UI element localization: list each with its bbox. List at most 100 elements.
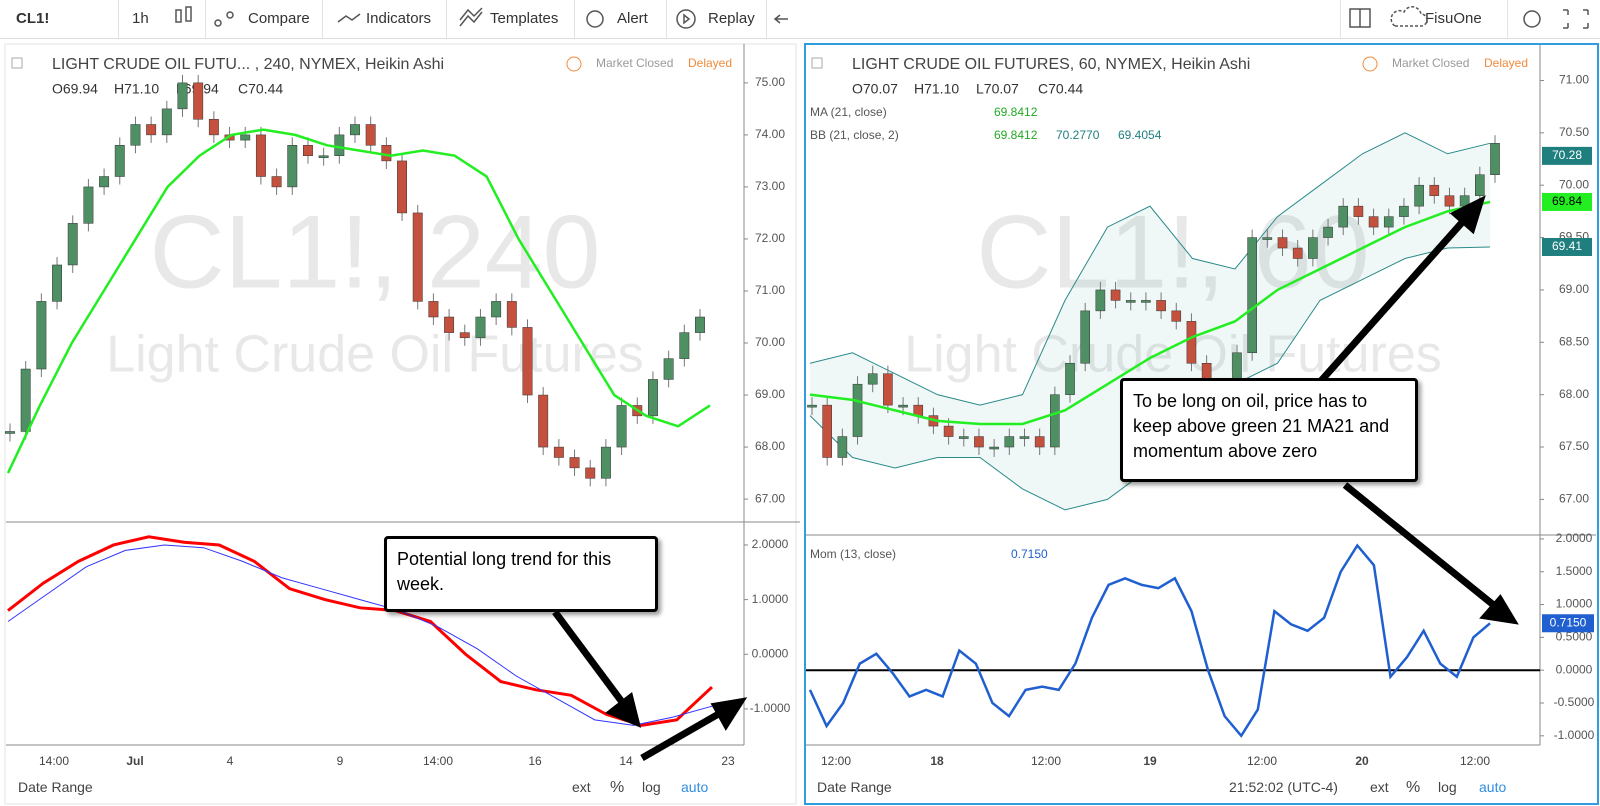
study-name: BB (21, close, 2) bbox=[810, 128, 899, 142]
candle bbox=[663, 358, 674, 380]
market-status: Market Closed bbox=[596, 56, 673, 70]
clock: 21:52:02 (UTC-4) bbox=[1229, 779, 1338, 795]
candle bbox=[177, 82, 188, 110]
candle bbox=[193, 82, 204, 120]
candle bbox=[67, 223, 78, 266]
candle bbox=[1065, 362, 1075, 395]
price-tag-label: 0.7150 bbox=[1550, 615, 1587, 629]
replay[interactable]: Replay bbox=[708, 10, 755, 27]
study-value: 69.4054 bbox=[1118, 128, 1162, 142]
candle bbox=[459, 332, 470, 339]
watermark: CL1!, 240 bbox=[150, 194, 601, 310]
candle bbox=[1368, 216, 1379, 228]
y-tick-label: 2.0000 bbox=[1556, 531, 1593, 545]
x-tick-label: 12:00 bbox=[821, 754, 851, 768]
compare[interactable]: Compare bbox=[248, 10, 310, 27]
y-tick-label: 70.00 bbox=[1559, 177, 1589, 191]
interval[interactable]: 1h bbox=[132, 10, 149, 27]
candle bbox=[1490, 143, 1500, 175]
candle bbox=[1277, 237, 1288, 249]
candle bbox=[974, 436, 984, 448]
candle bbox=[679, 332, 690, 359]
status-icon bbox=[1362, 56, 1378, 72]
study-value: 0.7150 bbox=[1011, 547, 1048, 561]
x-tick-label: 19 bbox=[1143, 754, 1157, 768]
candle bbox=[1004, 436, 1015, 448]
y-tick-label: 69.00 bbox=[1559, 282, 1589, 296]
candle bbox=[867, 373, 878, 385]
candle bbox=[1323, 226, 1333, 238]
candle bbox=[648, 379, 658, 417]
y-tick-label: 67.00 bbox=[1559, 492, 1589, 506]
candle bbox=[1019, 436, 1030, 439]
ext[interactable]: ext bbox=[1370, 779, 1389, 795]
candle bbox=[255, 134, 266, 177]
ext[interactable]: ext bbox=[572, 779, 591, 795]
status-icon bbox=[566, 56, 582, 72]
ohlc: H71.10 bbox=[914, 81, 959, 97]
candle bbox=[5, 431, 15, 434]
percent[interactable]: % bbox=[1406, 779, 1421, 796]
delay: Delayed bbox=[688, 56, 732, 70]
y-tick-label: 67.50 bbox=[1559, 439, 1589, 453]
candle bbox=[114, 145, 125, 177]
candle bbox=[989, 446, 999, 450]
y-tick-label: 67.00 bbox=[755, 491, 785, 505]
candle bbox=[412, 212, 423, 302]
y-tick-label: 69.00 bbox=[755, 387, 785, 401]
candle bbox=[208, 119, 219, 136]
x-tick-label: 9 bbox=[337, 754, 344, 768]
y-tick-label: 68.00 bbox=[755, 439, 785, 453]
candle bbox=[1444, 195, 1455, 207]
candle bbox=[600, 446, 611, 479]
x-tick-label: 12:00 bbox=[1247, 754, 1277, 768]
candle bbox=[1247, 237, 1257, 354]
log[interactable]: log bbox=[642, 779, 661, 795]
candle bbox=[240, 134, 251, 141]
candle bbox=[365, 124, 376, 146]
candle bbox=[428, 301, 439, 318]
indicator-line bbox=[7, 535, 714, 727]
candle bbox=[585, 467, 596, 479]
x-tick-label: 12:00 bbox=[1460, 754, 1490, 768]
templates[interactable]: Templates bbox=[490, 10, 559, 27]
auto[interactable]: auto bbox=[1479, 779, 1507, 795]
log[interactable]: log bbox=[1438, 779, 1457, 795]
candle bbox=[334, 134, 345, 156]
candle bbox=[381, 145, 392, 162]
watermark: CL1!, 60 bbox=[976, 194, 1369, 310]
y-tick-label: 68.50 bbox=[1559, 334, 1589, 348]
candle bbox=[350, 124, 360, 136]
candle bbox=[1080, 310, 1091, 364]
y-tick-label: -0.5000 bbox=[1554, 695, 1595, 709]
alert[interactable]: Alert bbox=[617, 10, 648, 27]
study-name: Mom (13, close) bbox=[810, 547, 896, 561]
moving-average bbox=[809, 200, 1491, 426]
indicator-line bbox=[7, 544, 713, 726]
indicators[interactable]: Indicators bbox=[366, 10, 432, 27]
y-tick-label: 0.5000 bbox=[1556, 630, 1593, 644]
x-tick-label: 14:00 bbox=[423, 754, 453, 768]
x-tick-label: 20 bbox=[1355, 754, 1369, 768]
user[interactable]: FisuOne bbox=[1425, 10, 1482, 27]
x-tick-label: 4 bbox=[227, 754, 234, 768]
y-tick-label: 71.00 bbox=[755, 283, 785, 297]
study-value: 69.8412 bbox=[994, 105, 1038, 119]
candle bbox=[491, 301, 502, 318]
collapse-icon bbox=[811, 57, 823, 69]
date-range[interactable]: Date Range bbox=[817, 779, 892, 795]
y-tick-label: 70.50 bbox=[1559, 125, 1589, 139]
candle bbox=[807, 404, 817, 408]
auto[interactable]: auto bbox=[681, 779, 709, 795]
x-tick-label: 16 bbox=[528, 754, 542, 768]
date-range[interactable]: Date Range bbox=[18, 779, 93, 795]
y-tick-label: 72.00 bbox=[755, 231, 785, 245]
indicator-line bbox=[808, 543, 1491, 738]
symbol[interactable]: CL1! bbox=[16, 10, 50, 27]
percent[interactable]: % bbox=[610, 779, 625, 796]
candle bbox=[99, 176, 110, 188]
candle bbox=[303, 145, 313, 156]
ohlc: H71.10 bbox=[114, 81, 159, 97]
candle bbox=[506, 301, 517, 328]
